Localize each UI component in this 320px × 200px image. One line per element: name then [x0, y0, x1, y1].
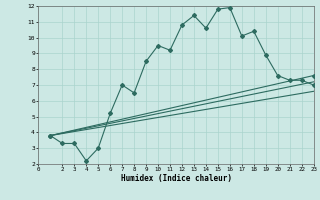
X-axis label: Humidex (Indice chaleur): Humidex (Indice chaleur): [121, 174, 231, 183]
